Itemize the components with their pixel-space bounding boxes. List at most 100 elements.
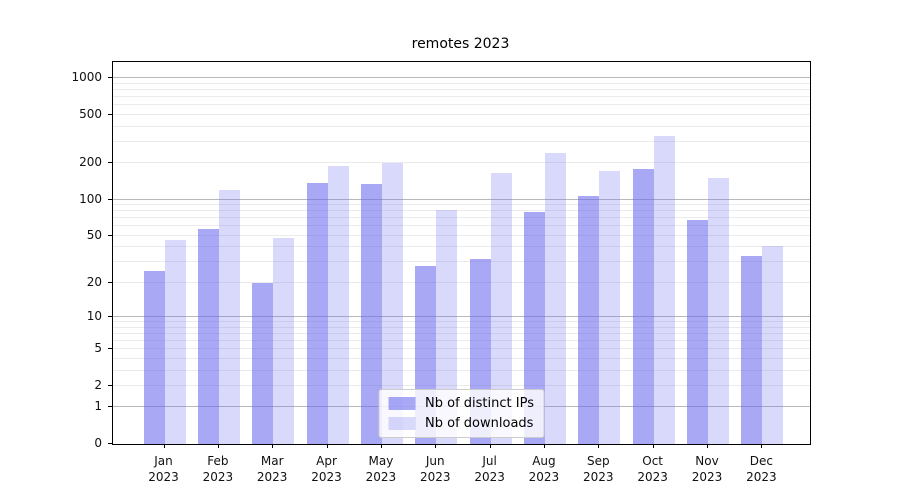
x-tick-label: Apr 2023 — [295, 453, 359, 485]
x-tick-month: Jan — [154, 454, 173, 468]
x-tick-year: 2023 — [419, 470, 451, 484]
x-tick-year: 2023 — [202, 470, 234, 484]
gridline-minor — [113, 88, 810, 90]
bar-distinct-ips — [143, 271, 165, 444]
gridline-minor — [113, 204, 810, 206]
legend-label-distinct-ips: Nb of distinct IPs — [425, 396, 534, 411]
bar-distinct-ips — [687, 219, 708, 444]
gridline-minor — [113, 82, 810, 84]
y-tick-label: 200 — [79, 155, 102, 170]
x-tick-month: Dec — [749, 454, 773, 468]
legend: Nb of distinct IPs Nb of downloads — [378, 389, 545, 438]
gridline-minor — [113, 384, 810, 386]
x-tick-month: Jul — [482, 454, 497, 468]
bar-distinct-ips — [523, 211, 545, 444]
bar-downloads — [381, 162, 403, 444]
legend-item-downloads: Nb of downloads — [388, 416, 534, 431]
bar-downloads — [490, 172, 512, 444]
y-tick-mark — [108, 443, 112, 444]
x-tick-mark — [380, 444, 382, 448]
y-tick-mark — [108, 234, 112, 236]
legend-item-distinct-ips: Nb of distinct IPs — [388, 396, 534, 411]
x-tick-year: 2023 — [746, 470, 777, 484]
x-tick-label: Oct 2023 — [621, 453, 685, 485]
x-tick-label: Sep 2023 — [566, 453, 630, 485]
legend-label-downloads: Nb of downloads — [425, 416, 534, 431]
y-tick-mark — [108, 384, 112, 386]
gridline-minor — [113, 261, 810, 263]
y-tick-label: 100 — [79, 191, 102, 206]
gridline-minor — [113, 332, 810, 334]
bar-downloads — [218, 190, 240, 444]
y-tick-mark — [108, 406, 112, 408]
x-tick-month: Oct — [642, 454, 664, 468]
gridline-minor — [113, 339, 810, 341]
bar-distinct-ips — [360, 183, 382, 444]
x-tick-label: Dec 2023 — [729, 453, 793, 485]
x-tick-month: Mar — [260, 454, 284, 468]
x-tick-mark — [217, 444, 219, 448]
x-tick-label: Jul 2023 — [458, 453, 522, 485]
gridline-minor — [113, 162, 810, 164]
gridline-major — [113, 316, 810, 317]
bar-downloads — [544, 152, 566, 444]
bar-distinct-ips — [741, 255, 763, 444]
x-tick-year: 2023 — [637, 470, 668, 484]
x-tick-label: Jun 2023 — [403, 453, 467, 485]
bar-downloads — [762, 246, 784, 444]
gridline-minor — [113, 234, 810, 236]
x-tick-year: 2023 — [256, 470, 288, 484]
gridline-minor — [113, 348, 810, 350]
bar-distinct-ips — [632, 169, 654, 444]
y-tick-label: 1000 — [71, 70, 102, 85]
gridline-major — [113, 198, 810, 200]
y-tick-label: 500 — [79, 106, 102, 121]
x-tick-year: 2023 — [528, 470, 560, 484]
gridline-minor — [113, 217, 810, 219]
x-tick-mark — [543, 444, 545, 448]
x-tick-year: 2023 — [474, 470, 505, 484]
x-tick-label: Nov 2023 — [675, 453, 739, 485]
y-tick-label: 10 — [86, 308, 102, 323]
gridline-minor — [113, 113, 810, 115]
x-tick-label: Feb 2023 — [186, 453, 250, 485]
y-tick-mark — [108, 77, 112, 79]
x-tick-label: Jan 2023 — [132, 453, 196, 485]
x-tick-month: Sep — [586, 454, 610, 468]
gridline-minor — [113, 95, 810, 97]
x-tick-mark — [707, 444, 708, 448]
x-tick-mark — [652, 444, 654, 448]
gridline-major — [113, 77, 810, 79]
y-tick-label: 5 — [94, 341, 102, 356]
y-tick-mark — [108, 113, 112, 115]
bar-downloads — [327, 166, 349, 444]
chart-title: remotes 2023 — [411, 36, 510, 52]
x-tick-year: 2023 — [311, 470, 342, 484]
x-tick-month: Apr — [316, 454, 337, 468]
gridline-minor — [113, 225, 810, 227]
x-tick-mark — [489, 444, 491, 448]
bar-downloads — [653, 135, 675, 444]
gridline-minor — [113, 326, 810, 328]
gridline-minor — [113, 246, 810, 248]
legend-swatch-downloads — [388, 417, 416, 430]
gridline-minor — [113, 369, 810, 371]
y-tick-mark — [108, 315, 112, 317]
x-tick-month: Jun — [425, 454, 445, 468]
y-tick-mark — [108, 348, 112, 350]
x-tick-mark — [598, 444, 600, 448]
x-tick-label: May 2023 — [349, 453, 413, 485]
x-tick-year: 2023 — [365, 470, 397, 484]
x-tick-mark — [761, 444, 763, 448]
gridline-minor — [113, 281, 810, 283]
bar-downloads — [164, 240, 186, 444]
x-tick-month: May — [368, 454, 394, 468]
x-tick-mark — [272, 444, 274, 448]
x-axis: Jan 2023 Feb 2023 Mar 2023 Apr 2023 May 2023 Jun 20… — [112, 444, 809, 500]
y-tick-label: 0 — [94, 436, 102, 450]
bar-downloads — [273, 237, 295, 444]
x-tick-year: 2023 — [691, 470, 723, 484]
y-tick-label: 2 — [94, 377, 102, 392]
bar-distinct-ips — [578, 195, 600, 444]
